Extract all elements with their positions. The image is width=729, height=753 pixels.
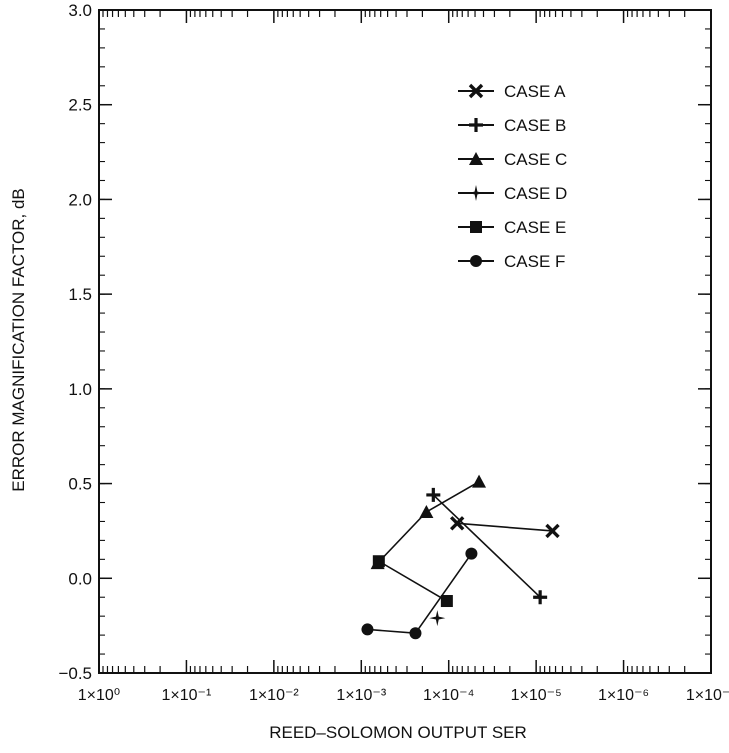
legend-label-case-a: CASE A: [504, 82, 566, 101]
legend-marker-case-c: [469, 152, 483, 165]
y-tick-label: 1.0: [68, 380, 92, 399]
data-point-case-b: [533, 590, 548, 605]
data-point-case-e: [440, 595, 453, 608]
data-point-case-f: [465, 547, 478, 560]
x-tick-label: 1×10⁰: [78, 687, 120, 704]
data-point-case-e: [372, 555, 385, 568]
series-line-case-b: [432, 494, 541, 598]
legend-marker-case-d: [468, 185, 484, 201]
legend-label-case-f: CASE F: [504, 252, 565, 271]
plot-frame: [98, 9, 712, 674]
series-line-case-e: [378, 560, 448, 602]
x-tick-label: 1×10⁻¹: [162, 687, 212, 704]
series-line-case-a: [457, 522, 553, 532]
data-point-case-a: [449, 516, 465, 531]
y-tick-label: −0.5: [58, 664, 92, 683]
data-point-case-f: [409, 627, 422, 640]
x-tick-label: 1×10⁻⁴: [423, 687, 474, 704]
x-tick-label: 1×10⁻⁵: [511, 687, 562, 704]
data-point-case-d: [429, 610, 446, 627]
legend-marker-case-a: [468, 83, 484, 99]
x-axis-title: REED–SOLOMON OUTPUT SER: [269, 723, 527, 742]
data-point-case-a: [545, 523, 560, 539]
y-tick-label: 0.0: [68, 569, 92, 588]
data-point-case-f: [361, 623, 374, 636]
data-point-case-c: [419, 504, 434, 518]
legend-label-case-e: CASE E: [504, 218, 566, 237]
legend-marker-case-f: [470, 255, 482, 267]
legend-label-case-b: CASE B: [504, 116, 566, 135]
legend-label-case-c: CASE C: [504, 150, 567, 169]
y-axis-title: ERROR MAGNIFICATION FACTOR, dB: [9, 188, 28, 492]
data-point-case-c: [472, 474, 487, 488]
y-tick-label: 2.0: [68, 190, 92, 209]
legend-label-case-d: CASE D: [504, 184, 567, 203]
x-tick-label: 1×10⁻⁶: [598, 687, 649, 704]
legend-marker-case-e: [470, 221, 482, 233]
data-point-case-b: [426, 487, 441, 502]
x-tick-label: 1×10⁻⁷: [686, 687, 729, 704]
x-tick-label: 1×10⁻²: [249, 687, 299, 704]
x-tick-label: 1×10⁻³: [336, 687, 386, 704]
legend-marker-case-b: [469, 118, 483, 132]
y-tick-label: 3.0: [68, 1, 92, 20]
y-tick-label: 0.5: [68, 475, 92, 494]
y-tick-label: 2.5: [68, 96, 92, 115]
y-tick-label: 1.5: [68, 285, 92, 304]
